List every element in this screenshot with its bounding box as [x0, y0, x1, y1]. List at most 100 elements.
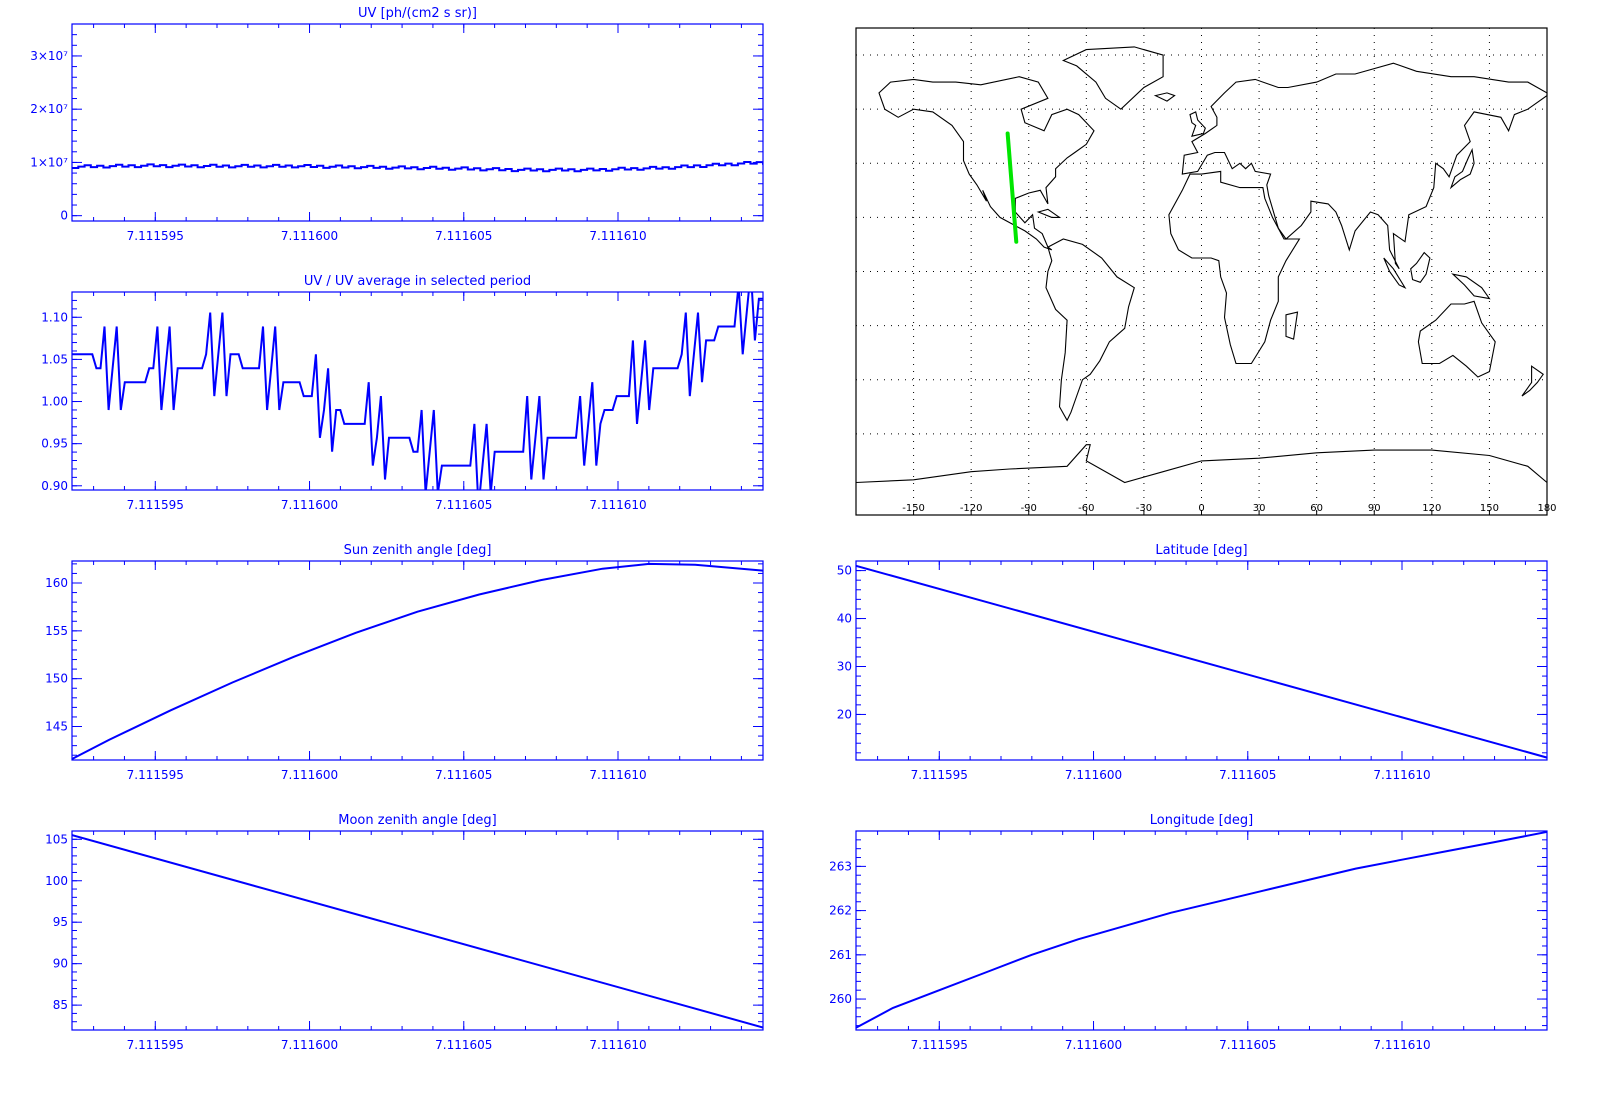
- series-line: [72, 562, 763, 760]
- map-x-tick-label: -150: [902, 503, 925, 514]
- x-tick-label: 7.111595: [911, 1038, 968, 1052]
- x-tick-label: 7.111605: [435, 229, 492, 243]
- map-x-tick-label: -120: [960, 503, 983, 514]
- ground-track: [1005, 131, 1019, 244]
- chart-ratio: UV / UV average in selected period 7.1115…: [41, 274, 764, 512]
- coastline-cuba: [1036, 208, 1062, 218]
- y-tick-label: 90: [53, 957, 68, 971]
- x-tick-label: 7.111605: [435, 768, 492, 782]
- y-tick-label: 260: [829, 992, 852, 1006]
- coastline-north-america: [878, 76, 1095, 251]
- y-tick-label: 2×10⁷: [30, 102, 68, 116]
- y-tick-label: 150: [45, 672, 68, 686]
- chart-title: Sun zenith angle [deg]: [344, 543, 492, 558]
- y-tick-label: 1.05: [41, 352, 68, 366]
- chart-map: -150 -120 -90 -60 -30 0 30 60 90 120 150 180: [855, 27, 1557, 516]
- coastline-sumatra: [1383, 257, 1407, 289]
- y-tick-label: 95: [53, 915, 68, 929]
- coastline-greenland: [1061, 46, 1164, 110]
- series-line: [856, 831, 1547, 1029]
- map-x-tick-label: -30: [1136, 503, 1152, 514]
- y-tick-label: 20: [837, 707, 852, 721]
- x-tick-label: 7.111600: [281, 498, 338, 512]
- map-x-tick-label: 0: [1198, 503, 1204, 514]
- x-tick-label: 7.111600: [1065, 1038, 1122, 1052]
- y-tick-label: 1×10⁷: [30, 155, 68, 169]
- coastline-africa: [1168, 170, 1301, 365]
- x-tick-label: 7.111610: [1373, 768, 1430, 782]
- chart-moon: Moon zenith angle [deg] 7.111595 7.111600 7…: [45, 813, 764, 1052]
- y-tick-label: 105: [45, 832, 68, 846]
- series-line: [72, 161, 763, 173]
- map-frame: [855, 27, 1548, 516]
- map-x-tick-label: -60: [1078, 503, 1094, 514]
- coastline-new-zealand: [1521, 365, 1544, 397]
- x-tick-label: 7.111595: [127, 768, 184, 782]
- coastline-great-britain: [1189, 111, 1206, 137]
- chart-sun: Sun zenith angle [deg] 7.111595 7.111600 7.…: [45, 543, 764, 782]
- x-tick-label: 7.111610: [589, 1038, 646, 1052]
- y-tick-label: 85: [53, 998, 68, 1012]
- x-tick-label: 7.111600: [1065, 768, 1122, 782]
- y-tick-label: 145: [45, 720, 68, 734]
- y-tick-label: 1.00: [41, 395, 68, 409]
- chart-title: Longitude [deg]: [1150, 813, 1253, 828]
- plot-frame: [855, 830, 1548, 1031]
- y-tick-label: 40: [837, 612, 852, 626]
- map-x-tick-label: 180: [1537, 503, 1556, 514]
- x-tick-label: 7.111595: [127, 229, 184, 243]
- map-x-tick-label: 30: [1253, 503, 1266, 514]
- series-line: [856, 564, 1547, 759]
- coastline-new-guinea: [1451, 273, 1491, 300]
- y-tick-label: 160: [45, 576, 68, 590]
- x-tick-label: 7.111610: [589, 229, 646, 243]
- plot-frame: [855, 560, 1548, 761]
- x-tick-label: 7.111610: [589, 498, 646, 512]
- y-tick-label: 1.10: [41, 310, 68, 324]
- series-line: [72, 292, 763, 490]
- chart-uv: UV [ph/(cm2 s sr)] 7.111595 7.111600 7.1116…: [30, 6, 764, 243]
- map-x-tick-label: -90: [1021, 503, 1037, 514]
- map-x-tick-label: 120: [1422, 503, 1441, 514]
- y-tick-label: 3×10⁷: [30, 49, 68, 63]
- y-tick-label: 100: [45, 874, 68, 888]
- map-x-tick-label: 150: [1480, 503, 1499, 514]
- x-tick-label: 7.111605: [1219, 1038, 1276, 1052]
- x-tick-label: 7.111610: [1373, 1038, 1430, 1052]
- chart-title: UV [ph/(cm2 s sr)]: [358, 6, 477, 21]
- coastline-madagascar: [1285, 311, 1299, 340]
- map-x-tick-label: 60: [1310, 503, 1323, 514]
- coastline-japan: [1449, 147, 1475, 190]
- x-tick-label: 7.111600: [281, 1038, 338, 1052]
- chart-lon: Longitude [deg] 7.111595 7.111600 7.111605 7…: [829, 813, 1548, 1052]
- coastline-iceland: [1153, 92, 1176, 102]
- plot-frame: [71, 23, 764, 222]
- coastline-eurasia: [1181, 62, 1548, 270]
- plot-frame: [71, 560, 764, 761]
- chart-title: UV / UV average in selected period: [304, 274, 531, 289]
- x-tick-label: 7.111610: [589, 768, 646, 782]
- chart-title: Latitude [deg]: [1155, 543, 1247, 558]
- coastline-borneo: [1410, 251, 1431, 283]
- x-tick-label: 7.111605: [1219, 768, 1276, 782]
- plot-frame: [71, 291, 764, 491]
- x-tick-label: 7.111595: [911, 768, 968, 782]
- coastline-antarctica: [855, 444, 1548, 484]
- chart-title: Moon zenith angle [deg]: [338, 813, 496, 828]
- y-tick-label: 0: [60, 209, 68, 223]
- x-tick-label: 7.111605: [435, 498, 492, 512]
- x-tick-label: 7.111605: [435, 1038, 492, 1052]
- series-line: [72, 834, 763, 1029]
- coastline-south-america: [1045, 238, 1135, 422]
- x-tick-label: 7.111595: [127, 498, 184, 512]
- y-tick-label: 30: [837, 659, 852, 673]
- x-tick-label: 7.111595: [127, 1038, 184, 1052]
- chart-lat: Latitude [deg] 7.111595 7.111600 7.111605 7.…: [837, 543, 1548, 782]
- x-tick-label: 7.111600: [281, 768, 338, 782]
- y-tick-label: 262: [829, 904, 852, 918]
- y-tick-label: 0.90: [41, 479, 68, 493]
- y-tick-label: 263: [829, 859, 852, 873]
- y-tick-label: 0.95: [41, 437, 68, 451]
